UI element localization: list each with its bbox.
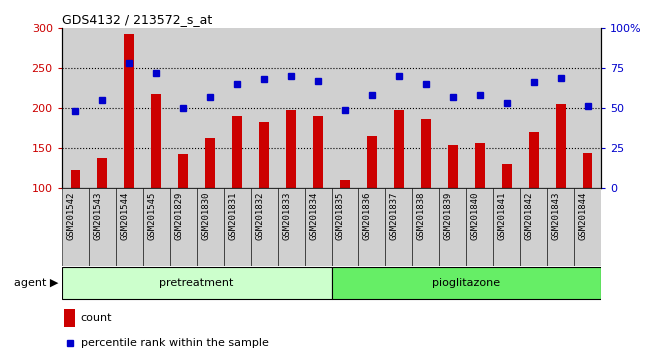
Bar — [367, 136, 377, 188]
Text: GSM201836: GSM201836 — [363, 192, 372, 240]
Bar — [62, 267, 332, 299]
Bar — [359, 28, 385, 188]
Bar — [332, 188, 359, 266]
Bar — [439, 188, 467, 266]
Bar — [340, 181, 350, 188]
Bar — [575, 28, 601, 188]
Text: GSM201837: GSM201837 — [390, 192, 399, 240]
Bar — [278, 28, 304, 188]
Bar — [521, 188, 547, 266]
Bar — [259, 121, 269, 188]
Bar — [196, 28, 224, 188]
Text: percentile rank within the sample: percentile rank within the sample — [81, 338, 268, 348]
Bar — [575, 188, 601, 266]
Text: GSM201839: GSM201839 — [444, 192, 453, 240]
Bar — [521, 28, 547, 188]
Bar — [313, 116, 323, 188]
Bar — [116, 28, 143, 188]
Text: GSM201830: GSM201830 — [201, 192, 210, 240]
Text: GDS4132 / 213572_s_at: GDS4132 / 213572_s_at — [62, 13, 212, 26]
Bar — [286, 110, 296, 188]
Text: GSM201831: GSM201831 — [228, 192, 237, 240]
Bar — [529, 132, 539, 188]
Bar — [62, 28, 88, 188]
Bar — [304, 28, 332, 188]
Bar — [332, 28, 359, 188]
Bar — [251, 188, 278, 266]
Text: GSM201543: GSM201543 — [93, 192, 102, 240]
Bar — [467, 28, 493, 188]
Text: GSM201840: GSM201840 — [471, 192, 480, 240]
Bar — [124, 34, 134, 188]
Bar — [70, 170, 80, 188]
Bar — [205, 138, 215, 188]
Bar — [467, 188, 493, 266]
Text: GSM201834: GSM201834 — [309, 192, 318, 240]
Bar — [224, 188, 251, 266]
Bar — [547, 28, 575, 188]
Bar — [475, 143, 485, 188]
Text: GSM201835: GSM201835 — [336, 192, 345, 240]
Bar — [88, 188, 116, 266]
Bar — [196, 188, 224, 266]
Bar — [143, 188, 170, 266]
Text: GSM201542: GSM201542 — [66, 192, 75, 240]
Bar — [493, 28, 521, 188]
Text: pioglitazone: pioglitazone — [432, 278, 500, 288]
Bar — [385, 188, 413, 266]
Bar — [547, 188, 575, 266]
Text: GSM201841: GSM201841 — [498, 192, 507, 240]
Bar — [493, 188, 521, 266]
Bar — [556, 104, 566, 188]
Bar — [421, 119, 431, 188]
Bar — [151, 94, 161, 188]
Bar — [251, 28, 278, 188]
Bar — [98, 158, 107, 188]
Bar — [170, 28, 196, 188]
Text: GSM201833: GSM201833 — [282, 192, 291, 240]
Bar — [88, 28, 116, 188]
Text: GSM201829: GSM201829 — [174, 192, 183, 240]
Bar — [502, 164, 512, 188]
Bar — [304, 188, 332, 266]
Bar — [143, 28, 170, 188]
Bar — [583, 153, 593, 188]
Bar — [224, 28, 251, 188]
Text: GSM201843: GSM201843 — [552, 192, 561, 240]
Text: count: count — [81, 313, 112, 323]
Bar — [62, 188, 88, 266]
Bar — [413, 188, 439, 266]
Bar — [359, 188, 385, 266]
Text: GSM201842: GSM201842 — [525, 192, 534, 240]
Text: GSM201832: GSM201832 — [255, 192, 264, 240]
Bar — [448, 144, 458, 188]
Text: GSM201544: GSM201544 — [120, 192, 129, 240]
Bar — [170, 188, 196, 266]
Bar — [439, 28, 467, 188]
Text: pretreatment: pretreatment — [159, 278, 234, 288]
Bar — [116, 188, 143, 266]
Bar — [64, 309, 75, 327]
Bar — [385, 28, 413, 188]
Bar — [232, 116, 242, 188]
Text: agent ▶: agent ▶ — [14, 278, 58, 288]
Bar — [278, 188, 304, 266]
Text: GSM201844: GSM201844 — [578, 192, 588, 240]
Text: GSM201838: GSM201838 — [417, 192, 426, 240]
Text: GSM201545: GSM201545 — [147, 192, 156, 240]
Bar — [332, 267, 601, 299]
Bar — [394, 110, 404, 188]
Bar — [178, 154, 188, 188]
Bar — [413, 28, 439, 188]
